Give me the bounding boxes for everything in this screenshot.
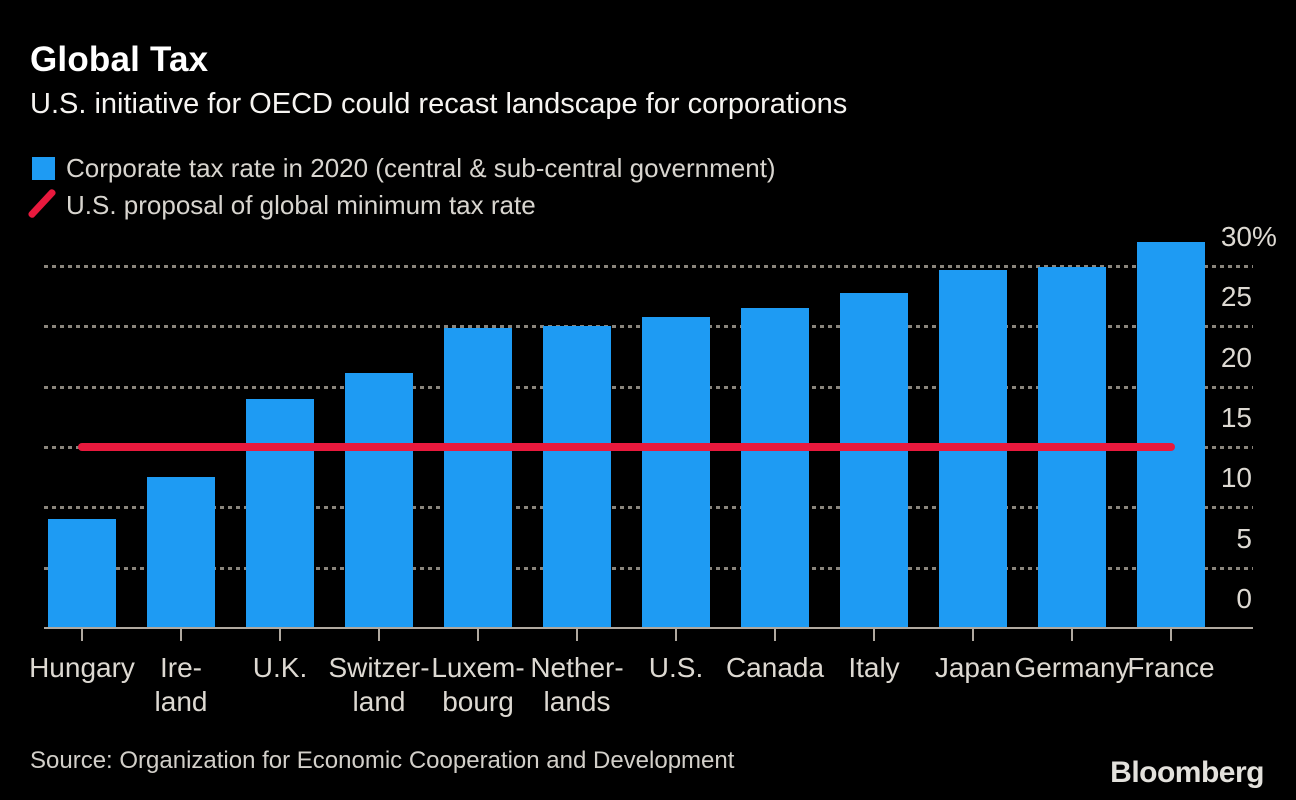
bar-ireland (147, 477, 215, 628)
x-axis-label-us: U.S. (648, 652, 704, 683)
legend-label-bars: Corporate tax rate in 2020 (central & su… (66, 153, 776, 183)
bar-uk (246, 398, 314, 628)
chart-title: Global Tax (30, 40, 209, 79)
x-axis-tick (1071, 628, 1073, 641)
x-axis-label-luxembourg: Luxem- bourg (431, 652, 525, 717)
y-axis-label-15: 15 (1220, 402, 1252, 433)
gridline-30 (44, 265, 1253, 268)
bar-series-swatch-icon (32, 157, 55, 180)
chart-subtitle: U.S. initiative for OECD could recast la… (30, 88, 848, 120)
bar-canada (741, 308, 809, 628)
bar-luxembourg (444, 327, 512, 628)
x-axis-tick (378, 628, 380, 641)
y-axis-label-20: 20 (1220, 341, 1252, 373)
bloomberg-logo: Bloomberg (1110, 756, 1264, 789)
x-axis-tick (873, 628, 875, 641)
x-axis-label-japan: Japan (934, 652, 1012, 683)
x-axis-label-netherlands: Nether- lands (530, 652, 624, 717)
x-axis-tick (81, 628, 83, 641)
y-axis-label-25: 25 (1220, 281, 1252, 313)
x-axis-label-italy: Italy (848, 652, 900, 683)
x-axis-label-france: France (1127, 652, 1215, 683)
bar-france (1137, 241, 1205, 628)
bar-hungary (48, 519, 116, 628)
x-axis-label-germany: Germany (1014, 652, 1130, 683)
x-axis-tick (279, 628, 281, 641)
x-axis-tick (576, 628, 578, 641)
x-axis-label-hungary: Hungary (29, 652, 135, 683)
reference-line (78, 443, 1175, 451)
legend-label-refline: U.S. proposal of global minimum tax rate (66, 190, 536, 220)
bar-switzerland (345, 373, 413, 628)
source-note: Source: Organization for Economic Cooper… (30, 747, 735, 774)
y-axis-label-30: 30% (1220, 221, 1277, 252)
percent-sign: % (1252, 221, 1277, 252)
x-axis-tick (477, 628, 479, 641)
x-axis-tick (774, 628, 776, 641)
x-axis-tick (180, 628, 182, 641)
y-axis-label-10: 10 (1220, 462, 1252, 494)
x-axis-tick (675, 628, 677, 641)
diagonal-stroke (27, 187, 57, 220)
x-axis-label-switzerland: Switzer- land (328, 652, 430, 717)
bar-italy (840, 292, 908, 628)
bar-netherlands (543, 326, 611, 628)
bar-us (642, 316, 710, 628)
line-series-swatch-icon (26, 187, 58, 220)
x-axis-label-ireland: Ire- land (154, 652, 208, 717)
x-axis-label-uk: U.K. (252, 652, 308, 683)
x-axis-tick (972, 628, 974, 641)
x-axis-line (44, 627, 1253, 629)
x-axis-label-canada: Canada (725, 652, 825, 683)
y-axis-label-0: 0 (1236, 583, 1252, 614)
x-axis-tick (1170, 628, 1172, 641)
y-axis-label-5: 5 (1236, 522, 1252, 554)
